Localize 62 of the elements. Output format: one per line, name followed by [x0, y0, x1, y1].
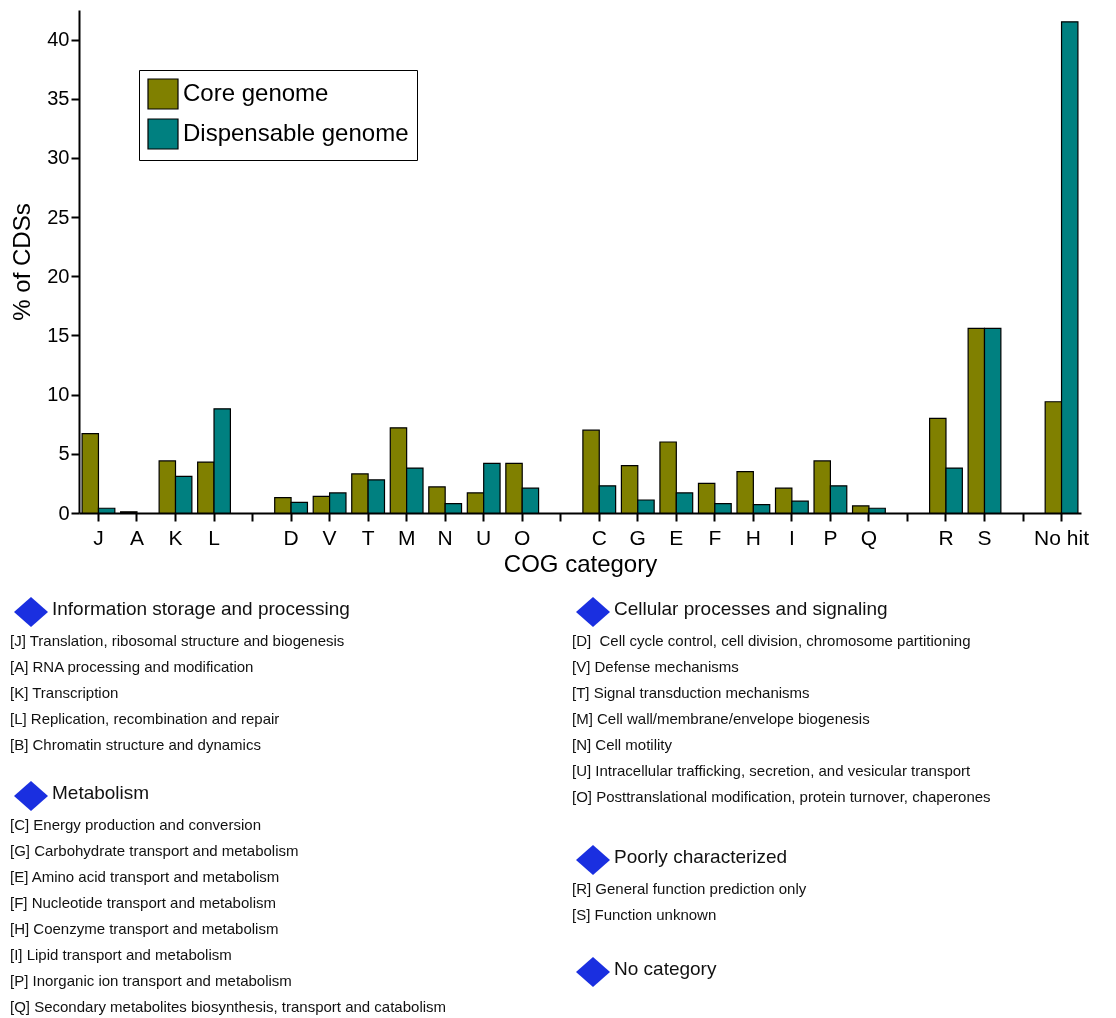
x-tick-label: A: [129, 525, 144, 549]
x-tick-label: R: [938, 525, 954, 549]
text: [T] Signal transduction mechanisms: [572, 684, 810, 701]
text: [R] General function prediction only: [572, 880, 807, 897]
y-tick-label: 40: [47, 28, 70, 51]
x-tick-label: N: [437, 525, 453, 549]
text: [O] Posttranslational modification, protein turnover, chaperones: [572, 788, 991, 805]
x-axis-title: COG category: [503, 549, 658, 577]
text: [L] Replication, recombination and repair: [10, 710, 280, 727]
y-tick-label: 30: [47, 146, 70, 169]
x-tick-label: P: [823, 525, 838, 549]
x-tick-label: F: [708, 525, 722, 549]
text: No category: [614, 958, 717, 980]
x-tick-label: I: [788, 525, 795, 549]
y-tick-label: 15: [47, 323, 70, 346]
text: [G] Carbohydrate transport and metabolism: [10, 842, 299, 859]
legend-label: Core genome: [183, 79, 329, 106]
x-tick-label: No hit: [1034, 525, 1090, 549]
text: Cellular processes and signaling: [614, 598, 888, 620]
x-tick-label: G: [629, 525, 646, 549]
x-tick-label: O: [514, 525, 531, 549]
y-axis-title: % of CDSs: [8, 203, 36, 321]
y-tick-label: 35: [47, 87, 70, 110]
text: [F] Nucleotide transport and metabolism: [10, 894, 276, 911]
text: [U] Intracellular trafficking, secretion, and vesicular transport: [572, 762, 971, 779]
x-tick-label: U: [476, 525, 492, 549]
y-tick-label: 20: [47, 264, 70, 287]
x-tick-label: E: [669, 525, 684, 549]
text: Information storage and processing: [52, 598, 350, 620]
text: Poorly characterized: [614, 846, 788, 868]
x-tick-label: K: [168, 525, 183, 549]
y-tick-label: 5: [58, 442, 70, 465]
x-tick-label: L: [208, 525, 220, 549]
text: [Q] Secondary metabolites biosynthesis, transport and catabolism: [10, 998, 447, 1015]
text: [P] Inorganic ion transport and metabolism: [10, 972, 292, 989]
text: [I] Lipid transport and metabolism: [10, 946, 232, 963]
y-tick-label: 10: [47, 383, 70, 406]
text: [B] Chromatin structure and dynamics: [10, 736, 261, 753]
text: [N] Cell motility: [572, 736, 673, 753]
text: Metabolism: [52, 782, 150, 804]
x-tick-label: S: [977, 525, 992, 549]
text: [D] Cell cycle control, cell division, chromosome partitioning: [572, 632, 971, 649]
y-tick-label: 0: [58, 501, 70, 524]
text: [V] Defense mechanisms: [572, 658, 739, 675]
text: [C] Energy production and conversion: [10, 816, 261, 833]
x-tick-label: D: [283, 525, 299, 549]
text: [J] Translation, ribosomal structure and biogenesis: [10, 632, 345, 649]
x-tick-label: J: [93, 525, 104, 549]
y-tick-label: 25: [47, 205, 70, 228]
text: [M] Cell wall/membrane/envelope biogenesis: [572, 710, 870, 727]
text: [E] Amino acid transport and metabolism: [10, 868, 280, 885]
legend-label: Dispensable genome: [183, 119, 409, 146]
x-tick-label: M: [397, 525, 416, 549]
x-tick-label: V: [322, 525, 337, 549]
x-tick-label: H: [745, 525, 761, 549]
text: [H] Coenzyme transport and metabolism: [10, 920, 279, 937]
x-tick-label: T: [361, 525, 375, 549]
x-tick-label: C: [591, 525, 607, 549]
x-tick-label: Q: [860, 525, 878, 549]
text: [A] RNA processing and modification: [10, 658, 254, 675]
text: [S] Function unknown: [572, 906, 717, 923]
text: [K] Transcription: [10, 684, 119, 701]
